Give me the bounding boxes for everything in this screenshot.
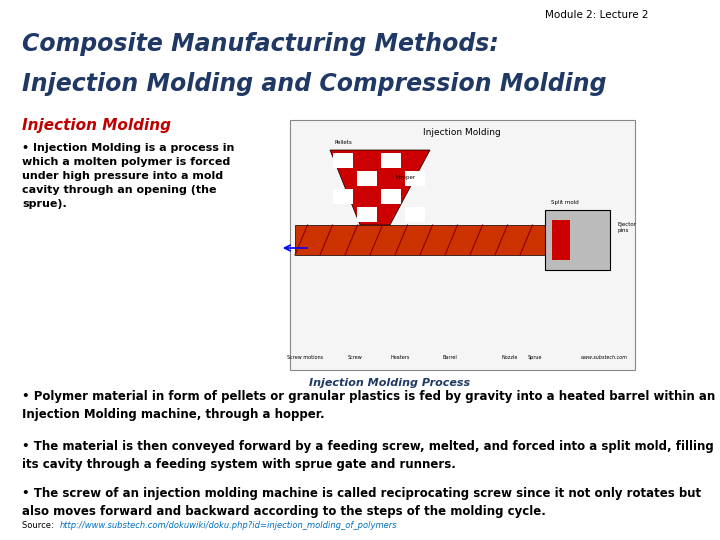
Polygon shape: [330, 150, 430, 225]
Text: Sprue: Sprue: [528, 355, 542, 360]
Bar: [405, 207, 425, 222]
FancyBboxPatch shape: [290, 120, 635, 370]
Text: Heaters: Heaters: [390, 355, 410, 360]
Text: Injection Molding: Injection Molding: [423, 128, 501, 137]
Text: Pellets: Pellets: [335, 140, 353, 145]
Text: Source:: Source:: [22, 521, 56, 530]
Text: Injection Molding and Compression Molding: Injection Molding and Compression Moldin…: [22, 72, 606, 96]
Text: Screw motions: Screw motions: [287, 355, 323, 360]
Text: www.substech.com: www.substech.com: [581, 355, 628, 360]
Text: Nozzle: Nozzle: [502, 355, 518, 360]
Text: Injection Molding Process: Injection Molding Process: [310, 378, 471, 388]
Text: Hopper: Hopper: [395, 176, 415, 180]
Bar: [357, 207, 377, 222]
Text: Split mold: Split mold: [551, 200, 579, 205]
Bar: [552, 220, 570, 260]
Text: Ejector
pins: Ejector pins: [618, 222, 637, 233]
Text: Injection Molding: Injection Molding: [22, 118, 171, 133]
Text: 2019 Skagit Valley College: 2019 Skagit Valley College: [684, 273, 693, 375]
Text: Module 2: Lecture 2: Module 2: Lecture 2: [545, 10, 649, 20]
Text: Barrel: Barrel: [443, 355, 457, 360]
Bar: [381, 153, 401, 168]
Text: • The screw of an injection molding machine is called reciprocating screw since : • The screw of an injection molding mach…: [22, 487, 701, 518]
Text: • Polymer material in form of pellets or granular plastics is fed by gravity int: • Polymer material in form of pellets or…: [22, 390, 715, 421]
Text: • The material is then conveyed forward by a feeding screw, melted, and forced i: • The material is then conveyed forward …: [22, 440, 714, 471]
Text: • Injection Molding is a process in
which a molten polymer is forced
under high : • Injection Molding is a process in whic…: [22, 143, 235, 209]
Bar: [405, 171, 425, 186]
Text: Composite Manufacturing Methods:: Composite Manufacturing Methods:: [22, 32, 499, 56]
Bar: [333, 153, 353, 168]
Bar: [333, 189, 353, 204]
Bar: [295, 225, 545, 255]
Text: Screw: Screw: [348, 355, 362, 360]
Bar: [357, 171, 377, 186]
Text: http://www.substech.com/dokuwiki/doku.php?id=injection_molding_of_polymers: http://www.substech.com/dokuwiki/doku.ph…: [60, 521, 397, 530]
Bar: [381, 189, 401, 204]
Bar: [545, 210, 610, 270]
